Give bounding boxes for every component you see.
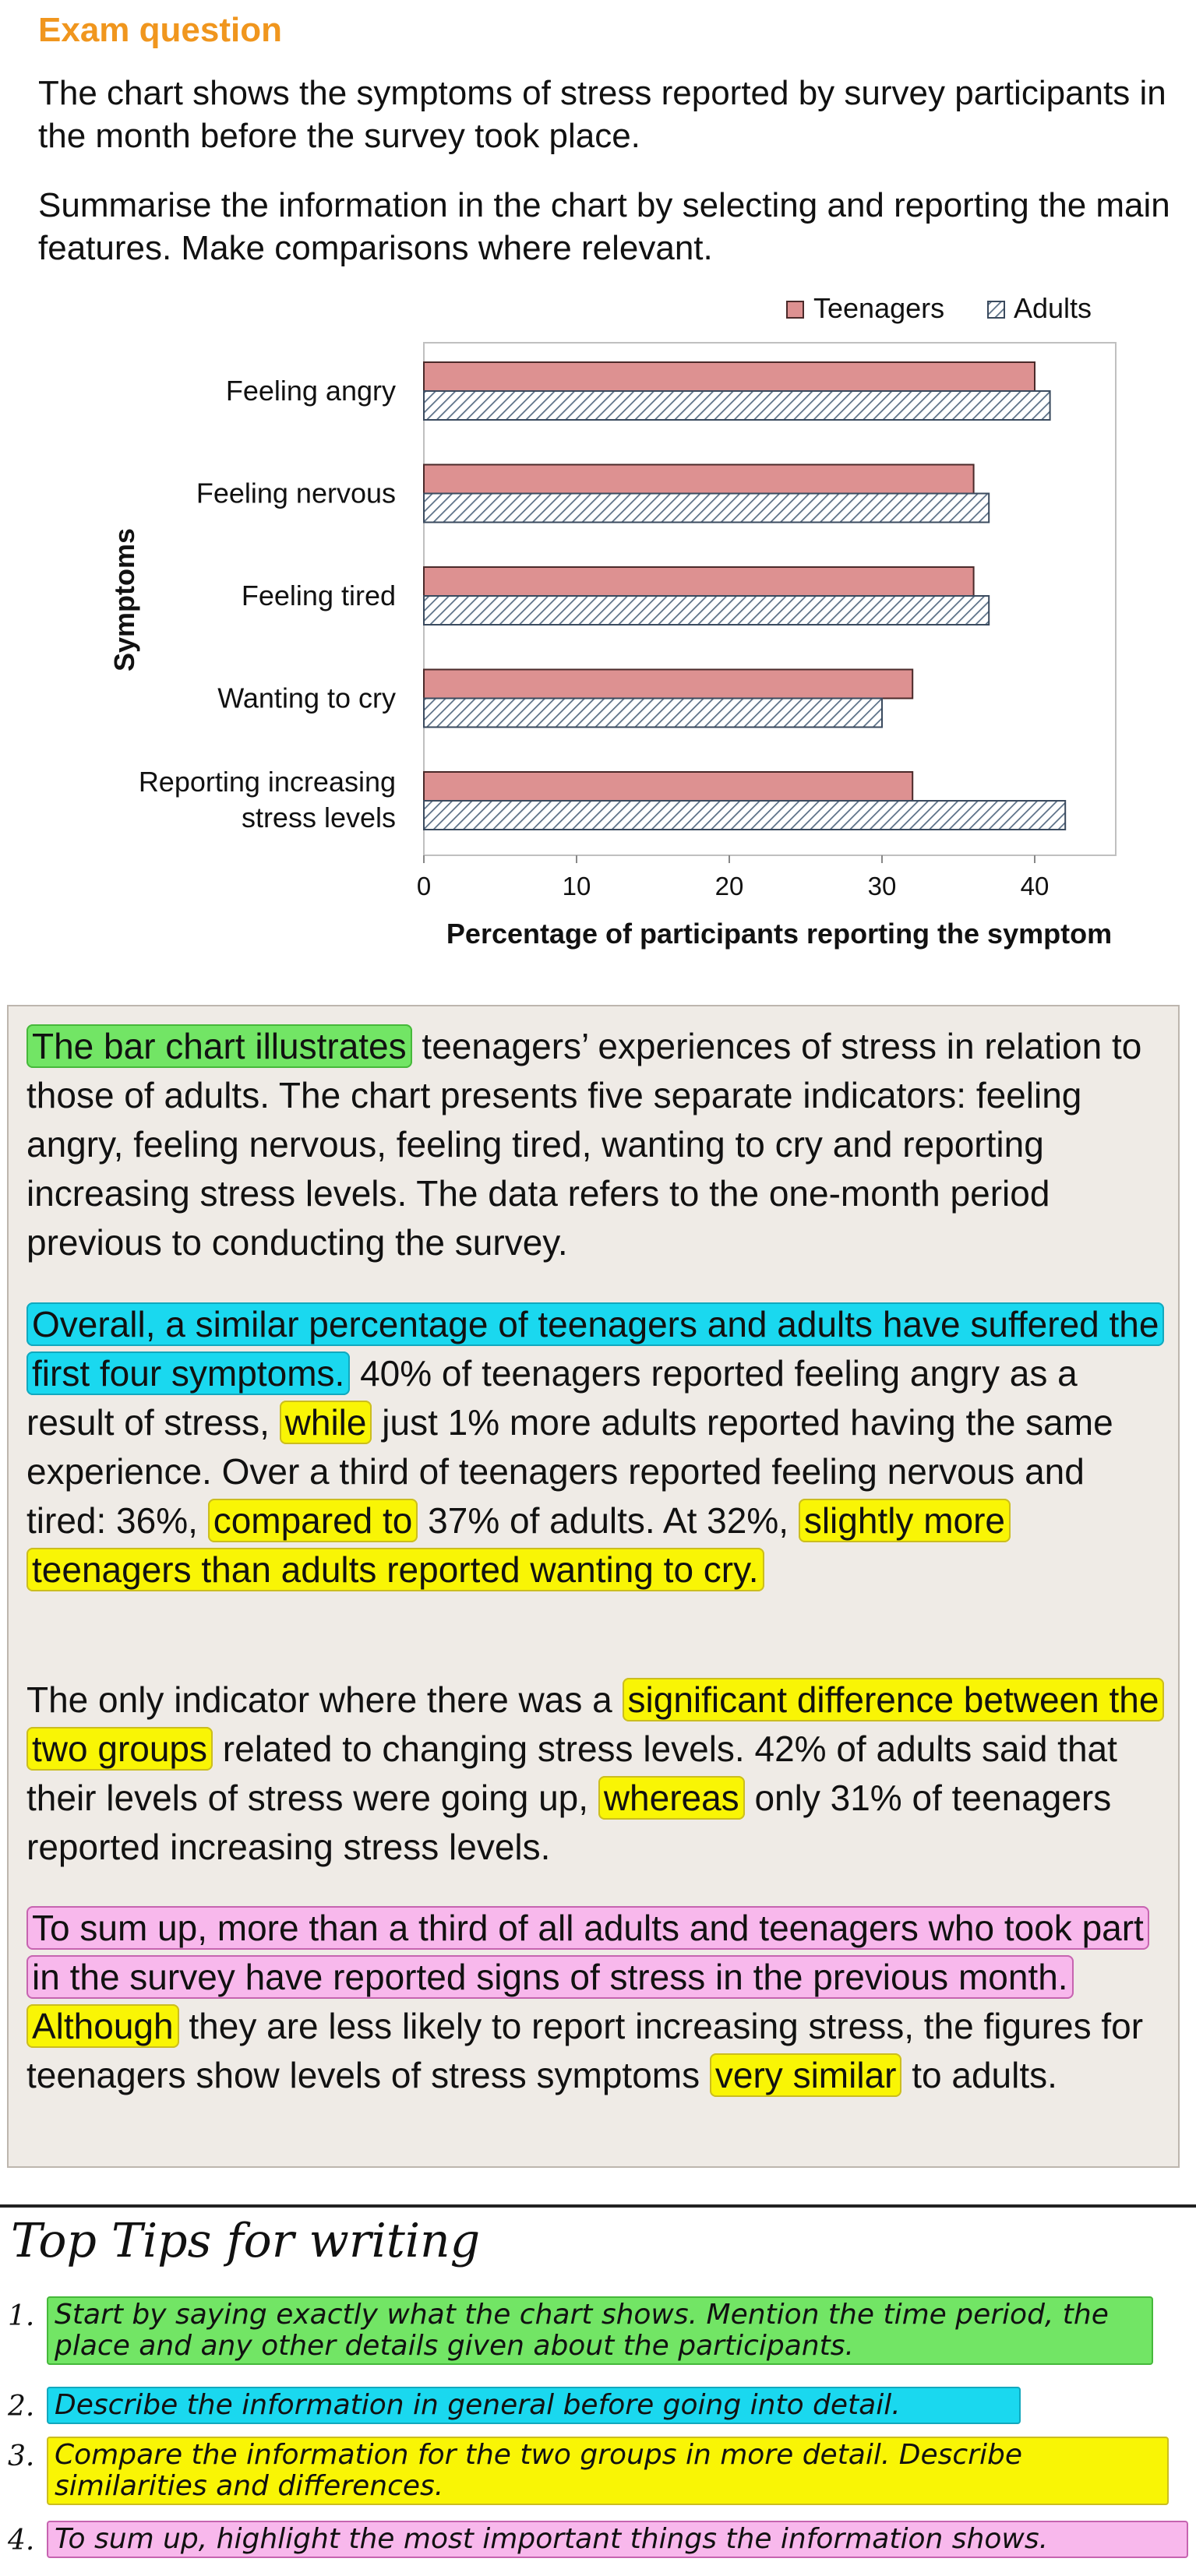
tip-number: 1. — [8, 2300, 35, 2332]
highlight-pink: To sum up, more than a third of all adul… — [26, 1906, 1149, 1999]
exam-label: Exam question — [38, 11, 282, 49]
essay-paragraph-details: The only indicator where there was a sig… — [26, 1676, 1165, 1872]
highlight-yellow: while — [279, 1401, 372, 1444]
y-axis-title: Symptoms — [108, 528, 140, 671]
tips-title: Top Tips for writing — [11, 2214, 481, 2268]
y-category-label: Feeling nervous — [196, 477, 396, 509]
bar-adults — [423, 492, 990, 523]
bar-teenagers — [423, 771, 914, 802]
highlight-green: The bar chart illustrates — [26, 1024, 412, 1068]
question-text: The chart shows the symptoms of stress r… — [38, 74, 1166, 155]
bar-adults — [423, 390, 1051, 421]
legend-swatch-adults — [987, 301, 1005, 319]
bar-teenagers — [423, 566, 975, 597]
y-category-label: Feeling tired — [242, 580, 396, 611]
task-instructions: Summarise the information in the chart b… — [38, 186, 1170, 267]
tip-number: 2. — [8, 2391, 35, 2423]
bar-teenagers — [423, 668, 914, 700]
highlight-yellow: slightly more teenagers than adults repo… — [26, 1499, 1011, 1591]
highlight-yellow: compared to — [207, 1499, 418, 1542]
bar-adults — [423, 800, 1067, 830]
essay-panel: The bar chart illustrates teenagers’ exp… — [7, 1005, 1180, 2168]
x-axis-title: Percentage of participants reporting the… — [446, 918, 1112, 950]
highlight-yellow: whereas — [598, 1776, 745, 1820]
legend-label-teenagers: Teenagers — [813, 292, 944, 324]
y-category-label: Reporting increasing stress levels — [139, 766, 396, 833]
tip-number: 3. — [8, 2440, 35, 2472]
legend-label-adults: Adults — [1014, 292, 1092, 324]
x-tick-label: 0 — [417, 872, 431, 900]
y-category-label: Feeling angry — [226, 375, 396, 407]
x-tick-label: 10 — [563, 872, 591, 900]
y-category-label: Wanting to cry — [217, 682, 396, 714]
highlight-yellow: significant difference between the two g… — [26, 1678, 1165, 1771]
highlight-yellow: very similar — [709, 2053, 902, 2097]
tip-number: 4. — [8, 2525, 35, 2557]
bar-adults — [423, 595, 990, 625]
x-tick-label: 30 — [868, 872, 897, 900]
highlight-cyan: Overall, a similar percentage of teenage… — [26, 1302, 1165, 1395]
essay-paragraph-intro: The bar chart illustrates teenagers’ exp… — [26, 1024, 1142, 1263]
tip-text: Compare the information for the two grou… — [47, 2437, 1169, 2505]
bar-teenagers — [423, 361, 1035, 392]
bar-adults — [423, 697, 883, 728]
tip-text: To sum up, highlight the most important … — [47, 2521, 1188, 2558]
section-divider — [0, 2204, 1196, 2208]
tip-text: Start by saying exactly what the chart s… — [47, 2296, 1153, 2365]
bar-teenagers — [423, 463, 975, 495]
essay-paragraph-overview: Overall, a similar percentage of teenage… — [26, 1300, 1165, 1595]
bar-chart: 0 10 20 30 40 Feeling angry Feeling nervous Fee… — [108, 292, 1117, 950]
legend-swatch-teenagers — [786, 301, 804, 319]
highlight-yellow: Although — [26, 2004, 179, 2048]
x-tick-label: 20 — [715, 872, 744, 900]
tip-text: Describe the information in general befo… — [47, 2387, 1021, 2424]
essay-paragraph-conclusion: To sum up, more than a third of all adul… — [26, 1904, 1160, 2100]
x-tick-label: 40 — [1021, 872, 1050, 900]
